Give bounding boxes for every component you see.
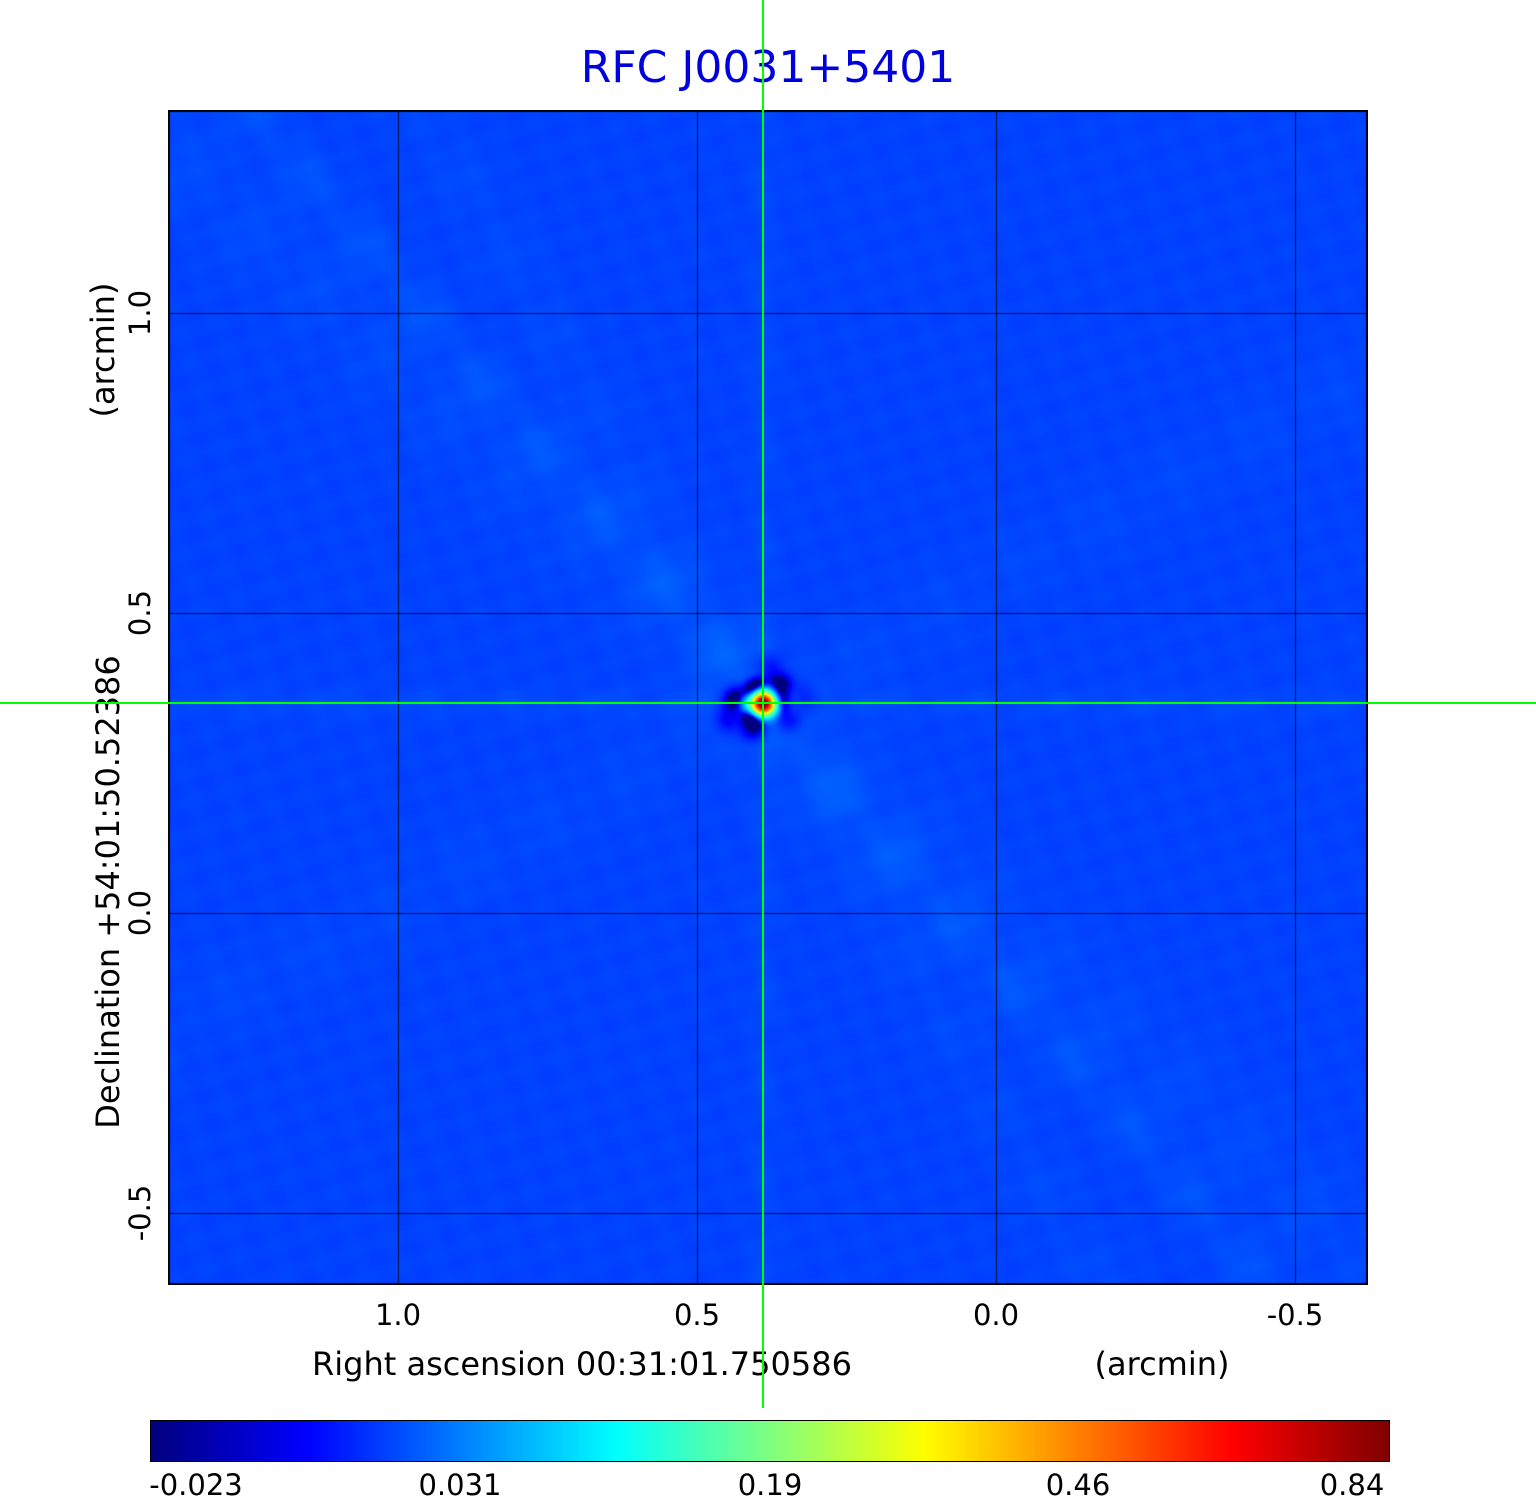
- plot-title: RFC J0031+5401: [580, 42, 956, 93]
- crosshair-horizontal-line: [0, 702, 1536, 704]
- image-plot-area: [168, 110, 1368, 1285]
- x-axis-unit: (arcmin): [1094, 1345, 1230, 1383]
- colorbar: [150, 1420, 1390, 1462]
- colorbar-tick-0.19: 0.19: [737, 1468, 803, 1502]
- colorbar-tick-0.84: 0.84: [1319, 1468, 1385, 1502]
- y-tick--0.5: -0.5: [123, 1184, 157, 1242]
- x-tick-1.0: 1.0: [374, 1298, 422, 1332]
- x-tick-0.5: 0.5: [673, 1298, 721, 1332]
- colorbar-gradient: [151, 1421, 1389, 1461]
- y-tick-0.0: 0.0: [123, 889, 157, 937]
- colorbar-tick-0.031: 0.031: [418, 1468, 502, 1502]
- radio-map-heatmap: [168, 110, 1368, 1285]
- y-tick-1.0: 1.0: [123, 289, 157, 337]
- crosshair-vertical-line: [762, 0, 764, 1408]
- colorbar-tick--0.023: -0.023: [149, 1468, 243, 1502]
- y-axis-unit: (arcmin): [84, 282, 122, 418]
- y-tick-0.5: 0.5: [123, 589, 157, 637]
- x-tick-0.0: 0.0: [972, 1298, 1020, 1332]
- x-axis-label: Right ascension 00:31:01.750586: [312, 1345, 852, 1383]
- x-tick--0.5: -0.5: [1266, 1298, 1324, 1332]
- colorbar-tick-0.46: 0.46: [1045, 1468, 1111, 1502]
- y-axis-label: Declination +54:01:50.52386: [89, 655, 127, 1129]
